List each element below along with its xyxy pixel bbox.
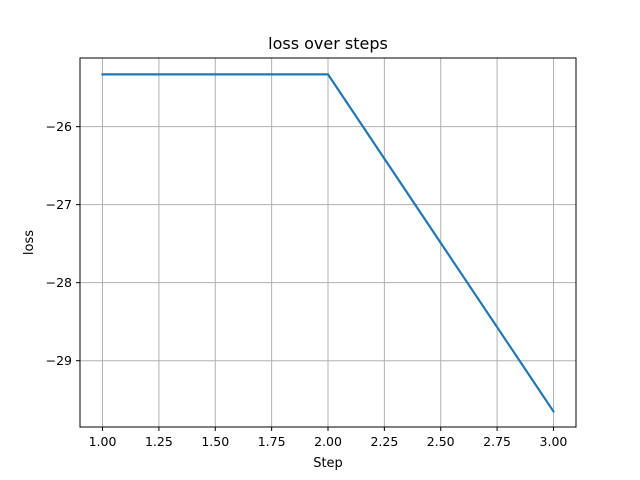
series-line (101, 73, 555, 413)
y-tick-label: −26 (46, 119, 72, 134)
x-tick-label: 3.00 (540, 434, 568, 449)
y-axis-label: loss (22, 230, 37, 255)
x-tick-label: 1.75 (258, 434, 286, 449)
y-tick-label: −28 (46, 275, 72, 290)
x-tick-label: 1.50 (201, 434, 229, 449)
x-axis-label: Step (313, 456, 343, 471)
x-tick-label: 2.00 (314, 434, 342, 449)
y-axis: −26 −27 −28 −29 (46, 119, 80, 368)
x-axis: 1.00 1.25 1.50 1.75 2.00 2.25 2.50 2.75 3.00 (89, 427, 568, 449)
x-tick-label: 1.25 (145, 434, 173, 449)
x-tick-label: 2.75 (483, 434, 511, 449)
x-tick-label: 2.50 (427, 434, 455, 449)
y-tick-label: −29 (46, 353, 72, 368)
x-tick-label: 1.00 (89, 434, 117, 449)
chart-title: loss over steps (268, 34, 388, 53)
plot-area (101, 73, 555, 413)
x-tick-label: 2.25 (370, 434, 398, 449)
grid (80, 58, 576, 427)
y-tick-label: −27 (46, 197, 72, 212)
